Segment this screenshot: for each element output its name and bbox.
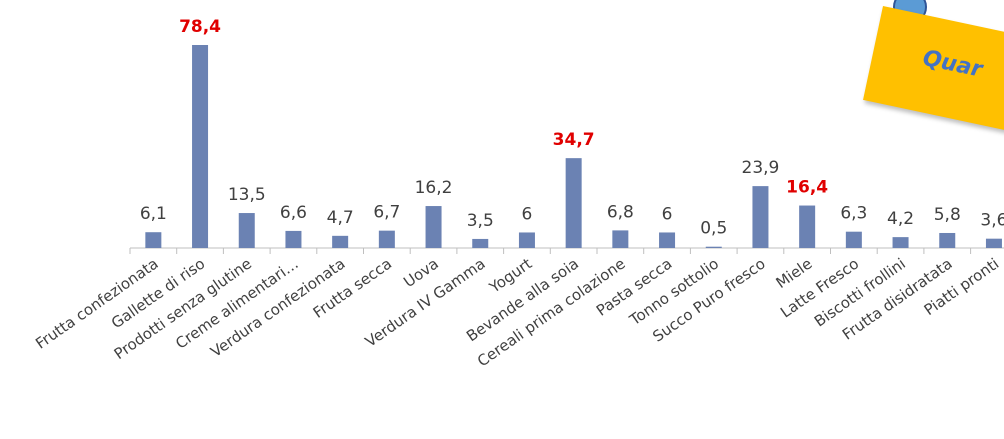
data-label-7: 3,5 bbox=[467, 211, 494, 231]
data-label-10: 6,8 bbox=[607, 202, 634, 222]
data-label-6: 16,2 bbox=[415, 178, 453, 198]
bar-9 bbox=[565, 158, 582, 248]
bar-6 bbox=[425, 206, 442, 248]
data-label-2: 13,5 bbox=[228, 185, 266, 205]
bar-14 bbox=[799, 205, 816, 248]
bar-7 bbox=[472, 238, 489, 248]
data-label-17: 5,8 bbox=[934, 205, 961, 225]
data-label-9: 34,7 bbox=[553, 130, 595, 150]
data-label-12: 0,5 bbox=[700, 219, 727, 239]
bar-18 bbox=[985, 238, 1002, 248]
bar-8 bbox=[518, 232, 535, 248]
data-label-5: 6,7 bbox=[373, 203, 400, 223]
data-label-16: 4,2 bbox=[887, 209, 914, 229]
bar-15 bbox=[845, 231, 862, 248]
data-label-11: 6 bbox=[662, 204, 673, 224]
bar-16 bbox=[892, 237, 909, 248]
bar-17 bbox=[939, 232, 956, 248]
data-label-3: 6,6 bbox=[280, 203, 307, 223]
bar-0 bbox=[145, 232, 162, 248]
callout-text: Quar bbox=[920, 45, 985, 83]
bar-4 bbox=[332, 235, 349, 248]
data-label-18: 3,6 bbox=[980, 211, 1004, 231]
bar-5 bbox=[378, 230, 395, 248]
data-label-15: 6,3 bbox=[840, 204, 867, 224]
data-label-0: 6,1 bbox=[140, 204, 167, 224]
bar-3 bbox=[285, 230, 302, 248]
bar-11 bbox=[659, 232, 676, 248]
data-label-8: 6 bbox=[522, 204, 533, 224]
bar-10 bbox=[612, 230, 629, 248]
data-label-13: 23,9 bbox=[742, 158, 780, 178]
bar-2 bbox=[238, 213, 255, 248]
data-label-14: 16,4 bbox=[786, 178, 828, 198]
data-label-4: 4,7 bbox=[327, 208, 354, 228]
bar-12 bbox=[705, 246, 722, 248]
data-label-1: 78,4 bbox=[179, 17, 221, 37]
bar-13 bbox=[752, 186, 769, 248]
bar-1 bbox=[192, 45, 209, 248]
